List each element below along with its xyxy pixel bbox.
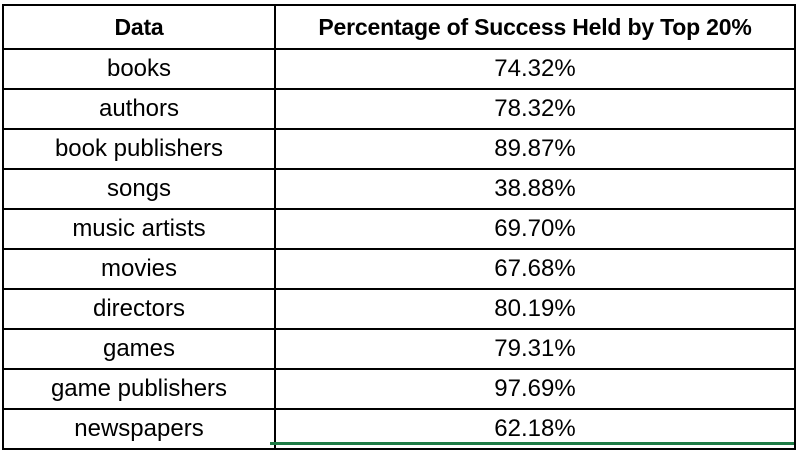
column-header-percentage[interactable]: Percentage of Success Held by Top 20% — [274, 4, 796, 50]
cell-selection-edge — [270, 442, 794, 445]
cell-category[interactable]: game publishers — [2, 368, 276, 410]
table-row: directors 80.19% — [2, 288, 796, 330]
table-row: game publishers 97.69% — [2, 368, 796, 410]
cell-percentage[interactable]: 80.19% — [274, 288, 796, 330]
table-row: games 79.31% — [2, 328, 796, 370]
cell-percentage[interactable]: 97.69% — [274, 368, 796, 410]
data-table: Data Percentage of Success Held by Top 2… — [2, 4, 796, 450]
cell-percentage[interactable]: 89.87% — [274, 128, 796, 170]
cell-category[interactable]: games — [2, 328, 276, 370]
cell-category[interactable]: authors — [2, 88, 276, 130]
cell-category[interactable]: directors — [2, 288, 276, 330]
cell-percentage[interactable]: 78.32% — [274, 88, 796, 130]
table-row: books 74.32% — [2, 48, 796, 90]
cell-category[interactable]: newspapers — [2, 408, 276, 450]
table-row: newspapers 62.18% — [2, 408, 796, 450]
cell-category[interactable]: book publishers — [2, 128, 276, 170]
cell-category[interactable]: songs — [2, 168, 276, 210]
column-header-data[interactable]: Data — [2, 4, 276, 50]
table-row: music artists 69.70% — [2, 208, 796, 250]
cell-percentage[interactable]: 79.31% — [274, 328, 796, 370]
table-row: book publishers 89.87% — [2, 128, 796, 170]
cell-percentage[interactable]: 67.68% — [274, 248, 796, 290]
table-row: songs 38.88% — [2, 168, 796, 210]
cell-percentage[interactable]: 69.70% — [274, 208, 796, 250]
cell-percentage[interactable]: 74.32% — [274, 48, 796, 90]
cell-category[interactable]: music artists — [2, 208, 276, 250]
cell-percentage[interactable]: 38.88% — [274, 168, 796, 210]
cell-category[interactable]: movies — [2, 248, 276, 290]
cell-category[interactable]: books — [2, 48, 276, 90]
table-row: movies 67.68% — [2, 248, 796, 290]
table-row: authors 78.32% — [2, 88, 796, 130]
header-row: Data Percentage of Success Held by Top 2… — [2, 4, 796, 50]
